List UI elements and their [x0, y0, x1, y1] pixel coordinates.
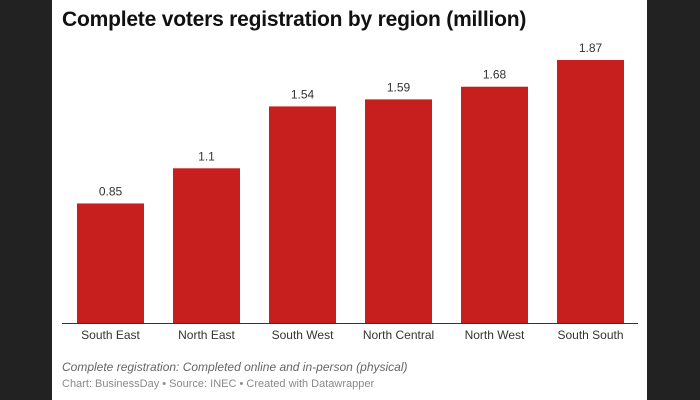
data-label: 1.59 — [387, 80, 411, 94]
data-label: 1.68 — [483, 68, 507, 82]
chart-credits: Chart: BusinessDay • Source: INEC • Crea… — [62, 378, 375, 390]
bar — [557, 60, 624, 323]
data-label: 1.87 — [579, 41, 603, 55]
category-label: North East — [178, 328, 235, 342]
data-label: 1.54 — [291, 87, 315, 101]
data-label: 1.1 — [198, 149, 215, 163]
chart-notes: Complete registration: Completed online … — [62, 360, 408, 374]
category-label: South East — [81, 328, 140, 342]
bar — [269, 106, 336, 323]
category-label: South West — [272, 328, 334, 342]
chart-card: Complete voters registration by region (… — [52, 0, 647, 400]
category-label: North Central — [363, 328, 434, 342]
bar — [77, 203, 144, 323]
bar — [365, 99, 432, 324]
category-label: South South — [557, 328, 623, 342]
bar-chart: 0.85 South East 1.1 North East 1.54 South Wes… — [62, 41, 638, 342]
bar — [461, 86, 528, 323]
category-label: North West — [465, 328, 525, 342]
bar — [173, 168, 240, 323]
chart-title: Complete voters registration by region (… — [62, 8, 527, 31]
data-label: 0.85 — [99, 184, 123, 198]
